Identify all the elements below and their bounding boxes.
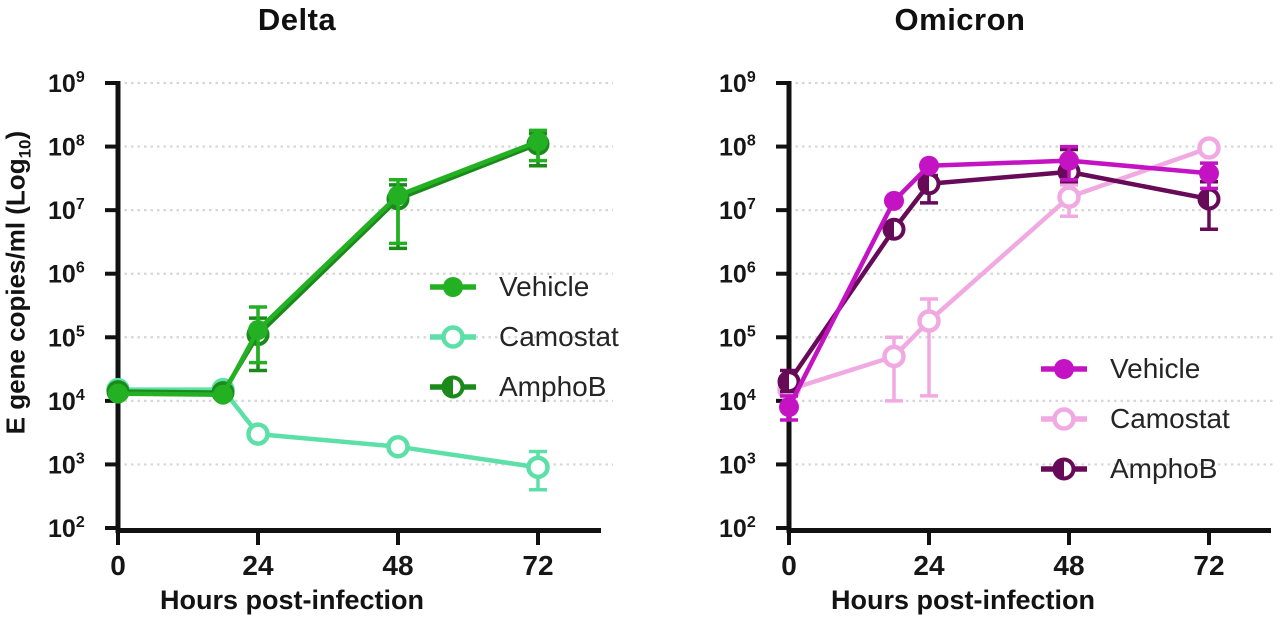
legend-item-vehicle: Vehicle <box>1040 344 1230 394</box>
y-tick-label: 105 <box>719 323 756 352</box>
x-tick-label: 24 <box>913 550 945 581</box>
x-tick-label: 48 <box>382 550 413 581</box>
panel-title-omicron: Omicron <box>894 2 1026 37</box>
x-tick-label: 24 <box>242 550 274 581</box>
data-point-camostat <box>441 325 465 349</box>
legend-omicron: Vehicle Camostat AmphoB <box>1040 344 1230 494</box>
y-tick-label: 106 <box>719 260 756 289</box>
data-point-vehicle <box>443 277 463 297</box>
data-point-half-fill <box>1199 189 1209 209</box>
legend-label: AmphoB <box>1110 453 1218 484</box>
panel-title-delta: Delta <box>257 2 337 37</box>
data-point-vehicle <box>918 155 939 176</box>
data-point-vehicle <box>779 397 799 418</box>
legend-label: Vehicle <box>1110 353 1201 384</box>
data-point-vehicle <box>1198 163 1219 184</box>
y-tick-label: 103 <box>719 450 756 479</box>
chart-omicron: 102 103 104 105 106 107 108 109 0 24 48 72 <box>719 69 1273 581</box>
y-tick-label: 104 <box>48 387 85 416</box>
data-point-half-fill <box>779 372 789 392</box>
series-vehicle <box>779 144 1219 422</box>
legend-item-amphob: AmphoB <box>429 362 619 412</box>
y-tick-label: 108 <box>48 133 85 162</box>
amphob-marker-icon <box>1041 457 1087 481</box>
x-tick-label: 0 <box>781 550 797 581</box>
x-tick-label: 72 <box>522 550 553 581</box>
x-tick-label: 72 <box>1193 550 1224 581</box>
data-point-half-fill <box>1054 459 1064 479</box>
y-tick-label: 105 <box>48 323 85 352</box>
y-tick-label: 107 <box>48 196 85 225</box>
data-point-camostat <box>917 309 941 333</box>
camostat-marker-icon <box>1041 407 1087 431</box>
y-tick-label: 102 <box>719 514 756 543</box>
data-point-vehicle <box>883 190 904 211</box>
y-tick-label: 109 <box>48 69 85 98</box>
y-tick-label: 103 <box>48 450 85 479</box>
legend-item-camostat: Camostat <box>429 312 619 362</box>
y-tick-label: 109 <box>719 69 756 98</box>
camostat-marker-icon <box>430 325 476 349</box>
data-point-half-fill <box>919 174 929 194</box>
y-axis-title: E gene copies/ml (Log10) <box>0 57 35 509</box>
y-axis-title-close: ) <box>0 130 31 140</box>
vehicle-marker-icon <box>1041 359 1087 379</box>
data-point-camostat <box>246 422 270 446</box>
legend-item-vehicle: Vehicle <box>429 262 619 312</box>
data-point-vehicle <box>1054 359 1074 379</box>
data-point-half-fill <box>443 377 453 397</box>
data-point-vehicle <box>108 383 128 404</box>
legend-item-amphob: AmphoB <box>1040 444 1230 494</box>
data-point-vehicle <box>247 320 268 341</box>
data-point-camostat <box>386 434 410 459</box>
data-point-camostat <box>1052 407 1076 431</box>
x-axis-title-omicron: Hours post-infection <box>831 585 1095 615</box>
legend-delta: Vehicle Camostat AmphoB <box>429 262 619 412</box>
data-point-camostat <box>526 455 550 480</box>
y-axis-title-subscript: 10 <box>15 139 35 159</box>
y-tick-label: 106 <box>48 260 85 289</box>
data-point-vehicle <box>387 185 408 206</box>
y-tick-label: 102 <box>48 514 85 543</box>
data-point-camostat <box>1057 185 1081 209</box>
data-point-vehicle <box>527 131 548 152</box>
x-axis-title-delta: Hours post-infection <box>160 585 424 615</box>
data-point-camostat <box>1197 136 1221 160</box>
legend-label: Camostat <box>499 321 619 352</box>
y-tick-label: 108 <box>719 133 756 162</box>
y-tick-label: 107 <box>719 196 756 225</box>
data-point-half-fill <box>884 219 894 239</box>
y-axis-title-text: E gene copies/ml (Log <box>0 158 31 435</box>
y-tick-label: 104 <box>719 387 756 416</box>
data-point-vehicle <box>1058 150 1079 171</box>
series-vehicle <box>108 128 548 405</box>
legend-item-camostat: Camostat <box>1040 394 1230 444</box>
x-tick-label: 0 <box>110 550 126 581</box>
chart-delta: 102 103 104 105 106 107 108 109 0 24 48 72 <box>48 69 613 581</box>
vehicle-marker-icon <box>430 277 476 297</box>
amphob-marker-icon <box>430 375 476 399</box>
x-tick-label: 48 <box>1053 550 1084 581</box>
legend-label: AmphoB <box>499 371 607 402</box>
data-point-vehicle <box>212 384 233 405</box>
data-point-camostat <box>882 344 906 369</box>
legend-label: Camostat <box>1110 403 1230 434</box>
legend-label: Vehicle <box>499 271 590 302</box>
